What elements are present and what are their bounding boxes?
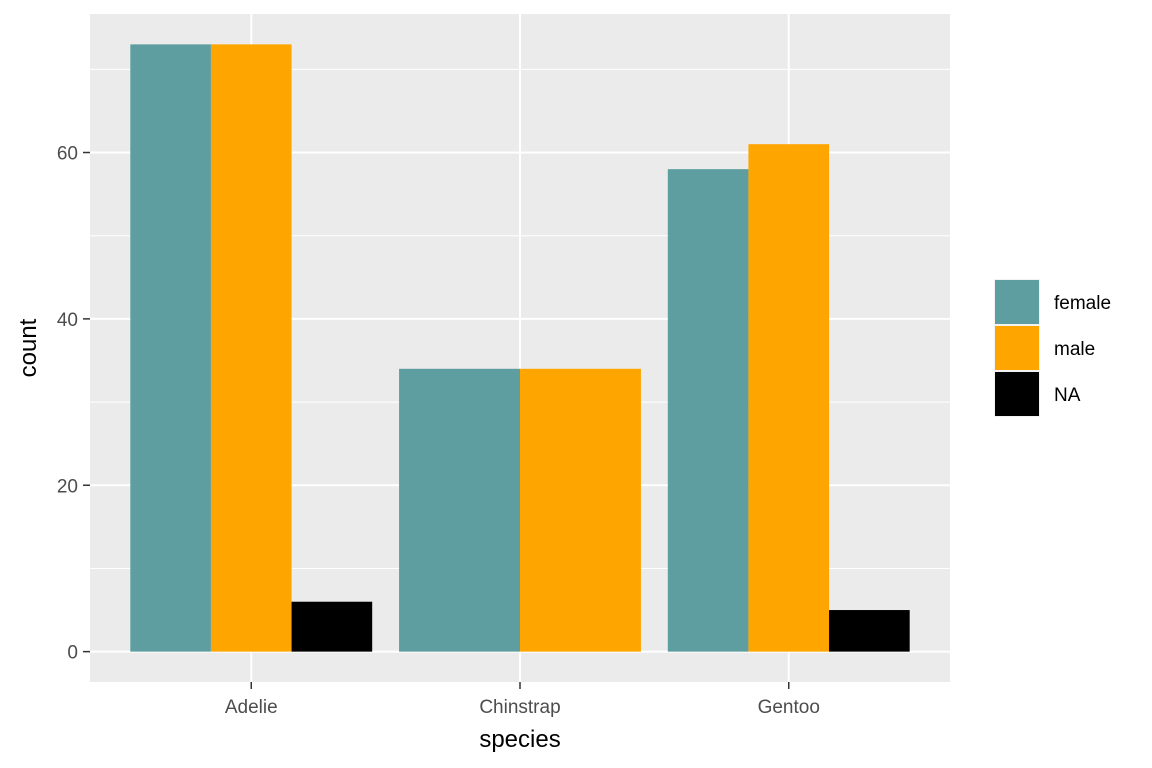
legend-key-female	[995, 280, 1039, 324]
bar-chinstrap-female	[399, 368, 520, 652]
axes: 0 20 40 60 Adelie Chinstrap Gentoo	[57, 144, 820, 718]
bar-gentoo-na	[829, 610, 910, 652]
bar-chinstrap-male	[520, 368, 641, 652]
legend-label: female	[1054, 293, 1111, 314]
y-tick-label: 60	[57, 144, 78, 165]
x-axis-title: species	[479, 726, 560, 753]
y-tick-label: 20	[57, 476, 78, 497]
y-tick-label: 40	[57, 310, 78, 331]
legend-key-na	[995, 372, 1039, 416]
legend-label: male	[1054, 339, 1095, 360]
bars	[130, 44, 910, 652]
legend-label: NA	[1054, 385, 1081, 406]
bar-adelie-male	[210, 44, 292, 652]
x-tick-label: Chinstrap	[479, 697, 560, 718]
y-tick-label: 0	[67, 643, 78, 664]
y-axis-title: count	[15, 318, 42, 377]
legend: female male NA	[994, 279, 1111, 417]
bar-gentoo-male	[748, 144, 830, 652]
legend-key-male	[995, 326, 1039, 370]
bar-gentoo-female	[667, 169, 749, 652]
x-tick-label: Gentoo	[758, 697, 820, 718]
bar-adelie-na	[291, 601, 373, 652]
x-tick-label: Adelie	[225, 697, 278, 718]
bar-adelie-female	[130, 44, 211, 652]
